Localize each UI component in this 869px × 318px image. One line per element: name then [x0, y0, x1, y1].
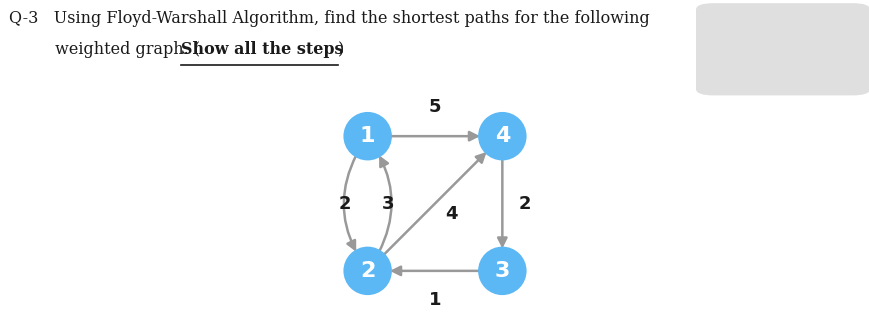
Text: 3: 3: [494, 261, 509, 281]
FancyArrowPatch shape: [343, 155, 355, 249]
Text: ): ): [337, 41, 343, 58]
Text: 3: 3: [381, 195, 394, 212]
Text: 2: 2: [338, 195, 350, 212]
Text: 1: 1: [428, 292, 441, 309]
FancyArrowPatch shape: [379, 158, 391, 252]
Text: 4: 4: [444, 205, 457, 223]
Text: 2: 2: [519, 195, 531, 212]
Text: Q-3   Using Floyd-Warshall Algorithm, find the shortest paths for the following: Q-3 Using Floyd-Warshall Algorithm, find…: [9, 10, 648, 26]
FancyArrowPatch shape: [498, 158, 506, 246]
Text: 5: 5: [428, 98, 441, 115]
Circle shape: [343, 112, 391, 160]
FancyArrowPatch shape: [383, 154, 484, 255]
Text: Show all the steps: Show all the steps: [181, 41, 343, 58]
Text: 2: 2: [360, 261, 375, 281]
Circle shape: [343, 247, 391, 295]
Text: 1: 1: [360, 126, 375, 146]
FancyArrowPatch shape: [392, 267, 480, 275]
FancyArrowPatch shape: [389, 132, 477, 140]
Text: 4: 4: [494, 126, 509, 146]
Circle shape: [478, 247, 526, 295]
Circle shape: [478, 112, 526, 160]
Text: weighted graph. (: weighted graph. (: [9, 41, 200, 58]
